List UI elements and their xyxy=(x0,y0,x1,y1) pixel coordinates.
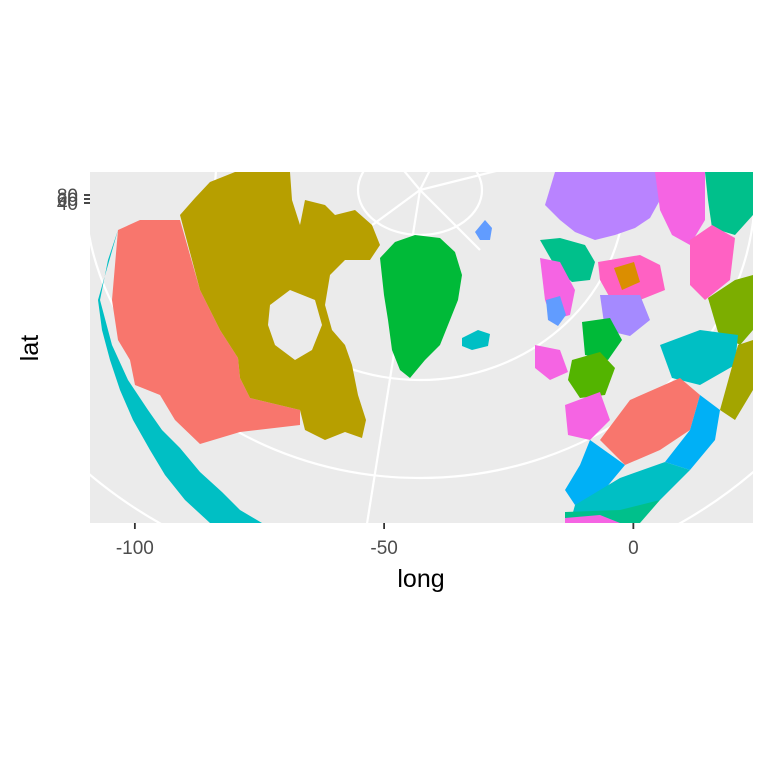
meridian-5 xyxy=(419,172,431,191)
region-middle-east xyxy=(660,330,738,385)
y-tick-label-0: 40 xyxy=(57,194,78,215)
region-russia xyxy=(545,172,665,240)
region-france xyxy=(582,318,622,360)
region-uk xyxy=(546,296,566,326)
hudson-bay xyxy=(268,290,322,360)
region-europe-east-b xyxy=(705,172,753,235)
region-libya xyxy=(665,395,720,470)
region-svalbard xyxy=(475,220,492,240)
region-westafrica-b xyxy=(565,515,620,523)
region-mali xyxy=(570,462,690,523)
lat-circle-40 xyxy=(90,211,753,480)
region-iran xyxy=(720,340,753,420)
meridian-3 xyxy=(419,189,481,251)
region-europe-central-b xyxy=(614,262,640,290)
lat-circle-80 xyxy=(356,172,484,237)
region-ukraine xyxy=(690,225,735,300)
x-axis: -100 -50 0 xyxy=(116,523,639,559)
x-tick-label-2: 0 xyxy=(628,538,639,559)
y-tick-label-2: 80 xyxy=(57,186,78,207)
region-portugal xyxy=(535,345,568,380)
region-algeria xyxy=(600,378,700,465)
x-tick-label-0: -100 xyxy=(116,538,154,559)
x-tick-label-1: -50 xyxy=(370,538,397,559)
meridian-4 xyxy=(403,172,421,191)
x-axis-title: long xyxy=(397,565,444,593)
region-usa xyxy=(112,220,300,444)
region-greenland xyxy=(380,235,462,378)
region-morocco xyxy=(565,392,610,440)
landmasses xyxy=(98,172,753,523)
y-axis-title: lat xyxy=(16,335,44,361)
region-kazakhstan xyxy=(708,275,753,345)
region-sahel xyxy=(565,440,625,505)
meridian-6 xyxy=(419,172,497,192)
region-iceland xyxy=(462,330,490,350)
region-scandinavia xyxy=(540,238,595,282)
region-europe-east xyxy=(655,172,705,245)
region-mexico xyxy=(98,230,262,523)
region-spain xyxy=(568,352,615,398)
y-tick-label-1: 60 xyxy=(57,190,78,211)
